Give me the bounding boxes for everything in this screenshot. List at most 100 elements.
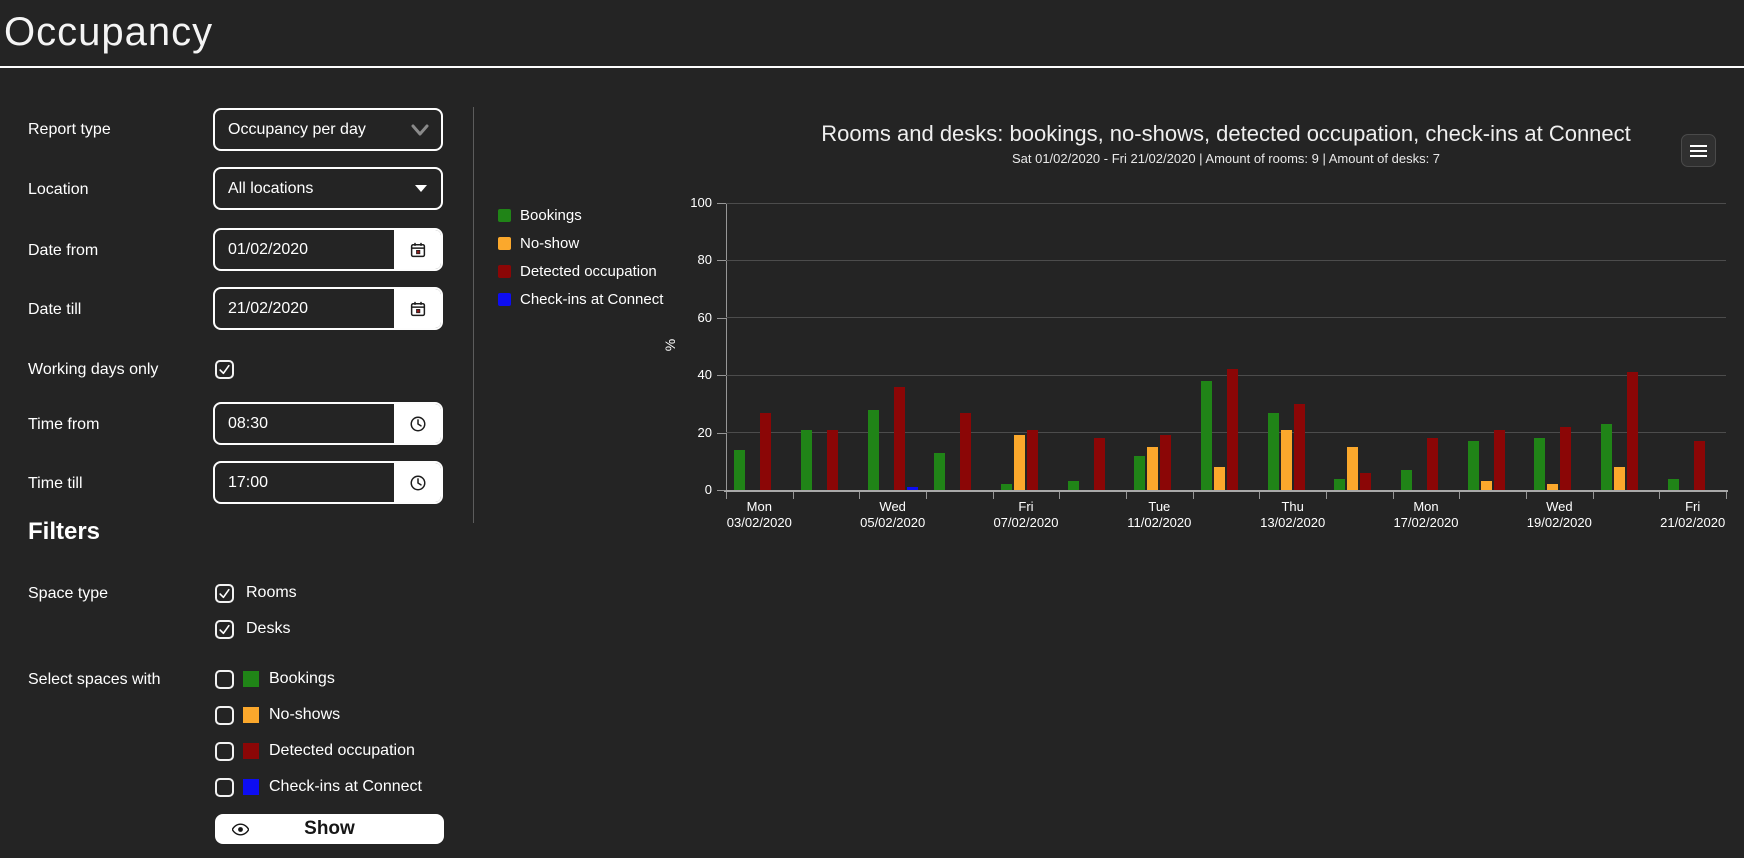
bar-slot — [1172, 203, 1185, 490]
legend-item[interactable]: Detected occupation — [498, 263, 663, 280]
location-label: Location — [28, 181, 89, 198]
bar-slot — [1533, 203, 1546, 490]
x-axis-tick — [992, 492, 994, 499]
bar-no-show — [1213, 467, 1225, 490]
bar-slot — [880, 203, 893, 490]
bar-no-show — [1013, 435, 1025, 490]
bar-slot — [1480, 203, 1493, 490]
rooms-label: Rooms — [246, 584, 297, 601]
form-chart-divider — [473, 107, 474, 523]
filter-option-check-ins: Check-ins at Connect — [215, 777, 422, 797]
legend-item[interactable]: Bookings — [498, 207, 663, 224]
bar-slot — [1372, 203, 1385, 490]
time-from-value: 08:30 — [228, 414, 269, 432]
time-from-clock-button[interactable] — [394, 404, 441, 443]
date-from-input[interactable]: 01/02/2020 — [213, 228, 443, 271]
no-shows-checkbox[interactable] — [215, 705, 234, 725]
bar-slot — [1013, 203, 1026, 490]
x-axis-tick — [926, 492, 927, 499]
space-type-label: Space type — [28, 585, 109, 602]
y-axis-tick-label: 0 — [704, 482, 712, 497]
y-axis-tick — [717, 375, 726, 377]
time-till-input[interactable]: 17:00 — [213, 461, 443, 504]
y-axis-tick — [717, 490, 726, 491]
location-select[interactable]: All locations — [213, 167, 443, 210]
clock-icon — [410, 416, 425, 431]
bar-slot — [1146, 203, 1159, 490]
rooms-checkbox[interactable] — [215, 583, 234, 603]
bar-check-ins-at-connect — [906, 487, 918, 490]
checkmark-icon — [219, 624, 230, 634]
chart-menu-button[interactable] — [1681, 134, 1716, 167]
bar-group — [1393, 203, 1460, 490]
bar-slot — [1400, 203, 1413, 490]
x-axis-tick — [1592, 492, 1594, 499]
y-axis-tick — [717, 203, 726, 204]
bar-bookings — [1000, 484, 1012, 490]
bar-slot — [1680, 203, 1693, 490]
detected-occupation-filter-label: Detected occupation — [269, 742, 415, 759]
no-shows-color-swatch — [243, 707, 259, 723]
bar-bookings — [800, 430, 812, 490]
bar-detected-occupation — [1626, 372, 1638, 490]
report-type-select[interactable]: Occupancy per day — [213, 108, 443, 151]
bar-slot — [1572, 203, 1585, 490]
date-from-calendar-button[interactable] — [394, 230, 441, 269]
bar-slot — [1039, 203, 1052, 490]
bar-group — [1526, 203, 1593, 490]
y-axis-tick — [717, 317, 726, 319]
bar-bookings — [1334, 479, 1346, 490]
bar-detected-occupation — [1160, 435, 1172, 490]
x-axis-tick-label: Mon 03/02/2020 — [726, 499, 792, 530]
bar-slot — [1559, 203, 1572, 490]
bar-slot — [1093, 203, 1106, 490]
bar-slot — [813, 203, 826, 490]
x-axis-tick — [1326, 492, 1327, 499]
working-days-only-checkbox[interactable] — [215, 360, 234, 379]
legend-item[interactable]: No-show — [498, 235, 663, 252]
legend-item[interactable]: Check-ins at Connect — [498, 291, 663, 308]
check-ins-checkbox[interactable] — [215, 777, 234, 797]
bookings-checkbox[interactable] — [215, 669, 234, 689]
bar-group — [1326, 203, 1393, 490]
time-till-label: Time till — [28, 475, 83, 492]
bar-detected-occupation — [1426, 438, 1438, 490]
bar-slot — [972, 203, 985, 490]
chart-title: Rooms and desks: bookings, no-shows, det… — [821, 121, 1631, 146]
date-till-calendar-button[interactable] — [394, 289, 441, 328]
bar-slot — [959, 203, 972, 490]
bar-slot — [1280, 203, 1293, 490]
x-axis-tick — [1259, 492, 1261, 499]
space-type-option-rooms: Rooms — [215, 583, 297, 603]
time-from-input[interactable]: 08:30 — [213, 402, 443, 445]
bar-slot — [1467, 203, 1480, 490]
calendar-icon — [410, 242, 425, 257]
bar-group — [1459, 203, 1526, 490]
bar-detected-occupation — [1493, 430, 1505, 490]
x-axis-tick — [726, 492, 727, 499]
time-till-clock-button[interactable] — [394, 463, 441, 502]
no-shows-filter-label: No-shows — [269, 706, 341, 723]
date-till-input[interactable]: 21/02/2020 — [213, 287, 443, 330]
desks-label: Desks — [246, 620, 291, 637]
x-axis-tick-label: Tue 11/02/2020 — [1127, 499, 1192, 530]
gridline — [726, 259, 1726, 261]
gridline — [726, 202, 1726, 204]
bar-slot — [1626, 203, 1639, 490]
bar-slot — [1293, 203, 1306, 490]
location-value: All locations — [228, 179, 314, 197]
bar-slot — [1213, 203, 1226, 490]
bar-group — [1259, 203, 1326, 490]
x-axis-tick — [859, 492, 861, 499]
y-axis-title: % — [662, 338, 679, 352]
select-spaces-with-label: Select spaces with — [28, 671, 161, 688]
detected-occupation-checkbox[interactable] — [215, 741, 234, 761]
clock-icon — [410, 475, 425, 490]
bar-bookings — [1467, 441, 1479, 490]
show-button[interactable]: Show — [215, 814, 444, 844]
check-ins-filter-label: Check-ins at Connect — [269, 778, 422, 795]
desks-checkbox[interactable] — [215, 619, 234, 639]
bar-slot — [839, 203, 852, 490]
bar-slot — [1000, 203, 1013, 490]
bar-slot — [1200, 203, 1213, 490]
